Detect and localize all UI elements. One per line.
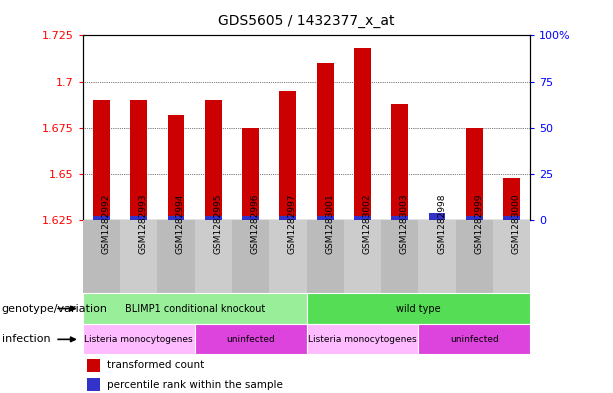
Bar (391, 104, 408, 220)
Text: wild type: wild type (396, 303, 441, 314)
Bar (503, 217, 520, 220)
Bar (83, 324, 195, 354)
Text: uninfected: uninfected (226, 335, 275, 344)
Bar (242, 128, 259, 220)
Bar (131, 217, 147, 220)
Bar (195, 220, 232, 293)
Bar (93, 217, 110, 220)
Text: transformed count: transformed count (107, 360, 205, 370)
Text: GSM1283000: GSM1283000 (512, 193, 520, 254)
Bar (354, 48, 371, 220)
Bar (428, 213, 446, 220)
Text: GSM1282998: GSM1282998 (437, 193, 446, 254)
Bar (167, 217, 185, 220)
Text: genotype/variation: genotype/variation (2, 303, 108, 314)
Bar (167, 115, 185, 220)
Text: GSM1282992: GSM1282992 (101, 193, 110, 254)
Bar (317, 63, 333, 220)
Bar (418, 220, 455, 293)
Bar (317, 217, 333, 220)
Bar (83, 293, 306, 324)
Text: GSM1282994: GSM1282994 (176, 193, 185, 254)
Bar (381, 220, 418, 293)
Bar (466, 128, 482, 220)
Text: infection: infection (2, 334, 50, 344)
Bar (466, 217, 482, 220)
Text: GSM1282999: GSM1282999 (474, 193, 483, 254)
Text: GSM1282997: GSM1282997 (288, 193, 297, 254)
Bar (418, 324, 530, 354)
Text: percentile rank within the sample: percentile rank within the sample (107, 380, 283, 389)
Text: GSM1283002: GSM1283002 (362, 193, 371, 254)
Bar (354, 217, 371, 220)
Bar (493, 220, 530, 293)
Bar (280, 217, 296, 220)
Bar (242, 217, 259, 220)
Bar (455, 220, 493, 293)
Text: GSM1282993: GSM1282993 (139, 193, 148, 254)
Bar (205, 217, 222, 220)
Bar (87, 378, 100, 391)
Text: Listeria monocytogenes: Listeria monocytogenes (308, 335, 417, 344)
Text: Listeria monocytogenes: Listeria monocytogenes (85, 335, 193, 344)
Bar (232, 220, 269, 293)
Bar (131, 100, 147, 220)
Text: GDS5605 / 1432377_x_at: GDS5605 / 1432377_x_at (218, 14, 395, 28)
Bar (306, 293, 530, 324)
Bar (269, 220, 306, 293)
Bar (120, 220, 158, 293)
Bar (344, 220, 381, 293)
Text: GSM1283001: GSM1283001 (325, 193, 334, 254)
Bar (205, 100, 222, 220)
Text: uninfected: uninfected (450, 335, 499, 344)
Bar (195, 324, 306, 354)
Bar (306, 324, 418, 354)
Bar (83, 220, 120, 293)
Text: GSM1282995: GSM1282995 (213, 193, 223, 254)
Bar (306, 220, 344, 293)
Text: GSM1283003: GSM1283003 (400, 193, 409, 254)
Bar (391, 217, 408, 220)
Text: GSM1282996: GSM1282996 (251, 193, 259, 254)
Bar (503, 178, 520, 220)
Bar (87, 358, 100, 372)
Bar (428, 215, 446, 220)
Bar (280, 91, 296, 220)
Text: BLIMP1 conditional knockout: BLIMP1 conditional knockout (124, 303, 265, 314)
Bar (93, 100, 110, 220)
Bar (158, 220, 195, 293)
